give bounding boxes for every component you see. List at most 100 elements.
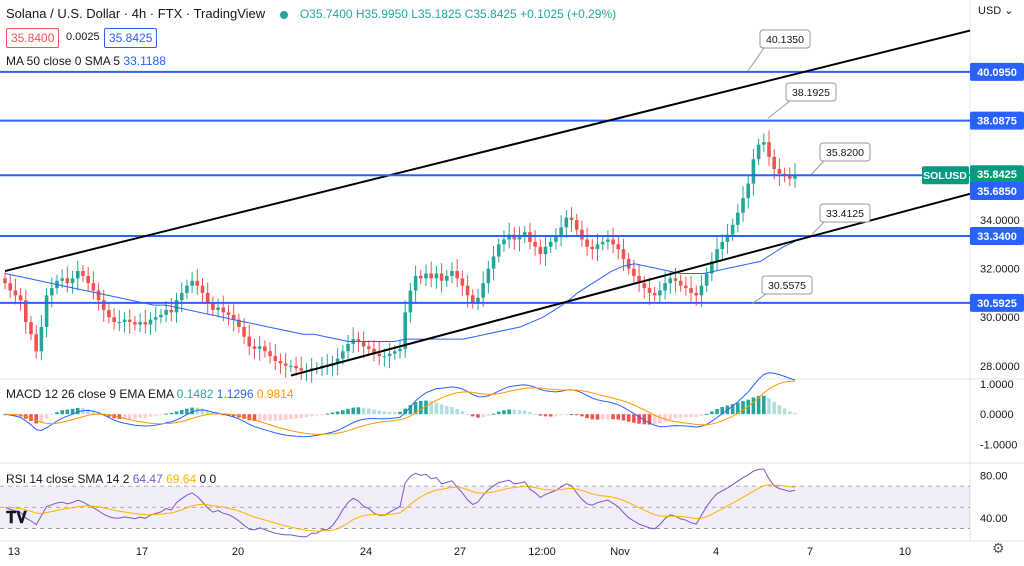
candle-body xyxy=(444,275,449,281)
candle-body xyxy=(611,239,615,245)
ohlc-high: H35.9950 xyxy=(355,7,408,21)
candle-body xyxy=(226,312,231,315)
candle-body xyxy=(44,295,49,327)
macd-hist-bar xyxy=(642,414,647,425)
candle-body xyxy=(49,288,54,296)
macd-hist-bar xyxy=(60,410,64,415)
gear-icon[interactable]: ⚙ xyxy=(992,540,1005,556)
candle-body xyxy=(767,142,771,157)
current-price-text: 35.8425 xyxy=(977,169,1017,181)
candle-body xyxy=(190,280,194,286)
candle-body xyxy=(221,307,226,313)
macd-hist-bar xyxy=(486,414,491,416)
macd-hist-bar xyxy=(65,409,70,415)
level-tag-text: 38.0875 xyxy=(977,116,1017,128)
macd-hist-bar xyxy=(429,401,433,415)
candle-body xyxy=(3,278,7,284)
rsi-tick-label: 80.00 xyxy=(980,471,1008,483)
macd-hist-bar xyxy=(673,414,678,419)
candle-body xyxy=(252,346,257,349)
macd-hist-bar xyxy=(678,414,683,418)
candle-body xyxy=(268,351,272,357)
macd-hist-bar xyxy=(304,414,309,418)
macd-hist-bar xyxy=(476,414,480,418)
currency-selector[interactable]: USD ⌄ xyxy=(978,4,1014,17)
macd-hist-bar xyxy=(668,414,673,420)
macd-hist-bar xyxy=(289,414,293,420)
tradingview-logo-icon[interactable]: 𝐓𝐕 xyxy=(6,510,27,527)
callout-text: 30.5575 xyxy=(768,280,806,292)
low-marker-text: 35.6850 xyxy=(977,186,1017,198)
callout-pointer xyxy=(751,293,767,305)
ohlc-change: +0.1025 (+0.29%) xyxy=(520,7,617,21)
candle-body xyxy=(470,295,475,303)
candle-body xyxy=(673,278,678,281)
macd-hist-bar xyxy=(689,414,693,417)
macd-tick-label: 0.0000 xyxy=(980,409,1014,421)
macd-hist-bar xyxy=(444,406,449,415)
candle-body xyxy=(491,256,496,269)
ask-box[interactable]: 35.8425 xyxy=(104,28,158,48)
candle-body xyxy=(23,300,28,323)
channel-lines[interactable] xyxy=(4,29,971,377)
candle-body xyxy=(668,278,673,284)
price-axis: 28.0000 30.0000 32.0000 34.0000 SOLUSD 35.842… xyxy=(0,165,1024,373)
ma-line xyxy=(4,240,796,342)
bid-box[interactable]: 35.8400 xyxy=(6,28,60,48)
candle-body xyxy=(117,322,122,324)
candle-body xyxy=(788,176,792,179)
candle-body xyxy=(533,241,537,247)
macd-legend[interactable]: MACD 12 26 close 9 EMA EMA 0.1482 1.1296… xyxy=(6,387,294,401)
candle-body xyxy=(621,249,626,259)
horizontal-levels[interactable]: 40.0950 38.0875 33.3400 30.5925 xyxy=(0,62,1024,312)
macd-hist-bar xyxy=(507,409,511,415)
candle-body xyxy=(346,343,350,352)
candle-body xyxy=(81,271,85,276)
candle-body xyxy=(18,295,23,301)
candle-body xyxy=(377,353,382,357)
macd-hist-bar xyxy=(502,410,506,415)
macd-hist-bar xyxy=(730,404,735,415)
callout-box xyxy=(819,203,871,223)
macd-hist-bar xyxy=(756,395,761,415)
macd-hist-bar xyxy=(460,411,465,415)
macd-hist-bar xyxy=(538,414,543,416)
macd-hist-bar xyxy=(663,414,667,422)
candle-body xyxy=(263,346,267,352)
candle-body xyxy=(335,358,340,364)
candle-body xyxy=(257,346,262,349)
candle-body xyxy=(741,198,745,213)
macd-hist-bar xyxy=(351,407,356,415)
rsi-legend-v1: 0 xyxy=(199,472,207,486)
candle-body xyxy=(153,317,158,320)
macd-legend-signal: 0.9814 xyxy=(256,387,294,401)
candle-body xyxy=(585,239,589,247)
level-tag xyxy=(970,227,1024,246)
candle-body xyxy=(273,356,278,361)
rsi-legend-value: 64.47 xyxy=(132,472,163,486)
macd-hist-bar xyxy=(736,402,740,415)
candle-body xyxy=(195,280,200,286)
candle-body xyxy=(205,292,210,303)
symbol-title[interactable]: Solana / U.S. Dollar · 4h · FTX · Tradin… xyxy=(6,6,266,21)
candle-body xyxy=(101,300,106,310)
time-tick-label: 27 xyxy=(454,546,466,558)
macd-hist-bar xyxy=(320,414,324,416)
macd-hist-bar xyxy=(309,414,314,417)
macd-hist-bar xyxy=(554,414,558,417)
macd-hist-bar xyxy=(190,407,194,415)
ma-legend[interactable]: MA 50 close 0 SMA 5 33.1188 xyxy=(6,54,166,68)
callout-text: 40.1350 xyxy=(766,34,804,46)
candle-body xyxy=(403,312,407,349)
macd-hist-bar xyxy=(424,400,428,415)
level-tag xyxy=(970,111,1024,130)
candle-body xyxy=(39,326,44,352)
macd-hist-bar xyxy=(195,407,200,415)
macd-hist-bar xyxy=(278,414,283,421)
chevron-down-icon: ⌄ xyxy=(1004,5,1014,17)
candle-body xyxy=(70,278,75,284)
candle-body xyxy=(231,314,236,320)
rsi-legend[interactable]: RSI 14 close SMA 14 2 64.47 69.64 0 0 xyxy=(6,472,216,486)
macd-hist-bar xyxy=(393,411,397,415)
